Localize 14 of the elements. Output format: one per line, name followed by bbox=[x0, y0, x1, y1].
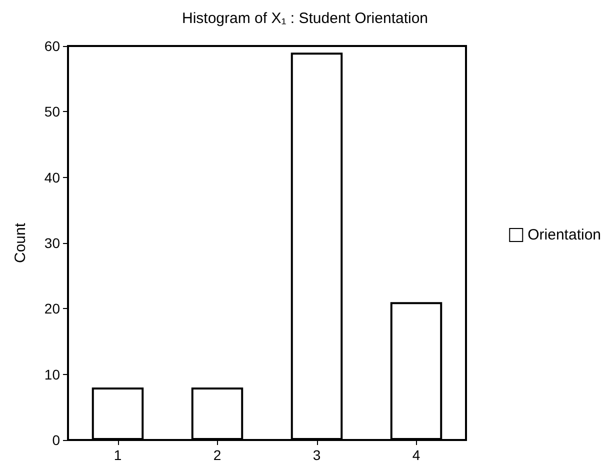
y-tick-label: 0 bbox=[52, 432, 60, 448]
y-tick-label: 10 bbox=[44, 366, 60, 382]
x-tick-label: 4 bbox=[412, 447, 420, 463]
x-tick-label: 3 bbox=[312, 447, 321, 463]
y-tick-label: 20 bbox=[44, 300, 60, 317]
chart-title: Histogram of X₁ : Student Orientation bbox=[182, 10, 428, 27]
y-axis-title: Count bbox=[12, 222, 29, 264]
y-tick-label: 50 bbox=[44, 104, 60, 120]
legend-label: Orientation bbox=[528, 226, 601, 244]
y-tick-label: 30 bbox=[44, 235, 60, 251]
y-tick-label: 60 bbox=[44, 38, 60, 54]
y-tick-label: 40 bbox=[44, 169, 60, 186]
x-tick-label: 1 bbox=[114, 447, 122, 463]
x-tick-label: 2 bbox=[213, 447, 222, 463]
